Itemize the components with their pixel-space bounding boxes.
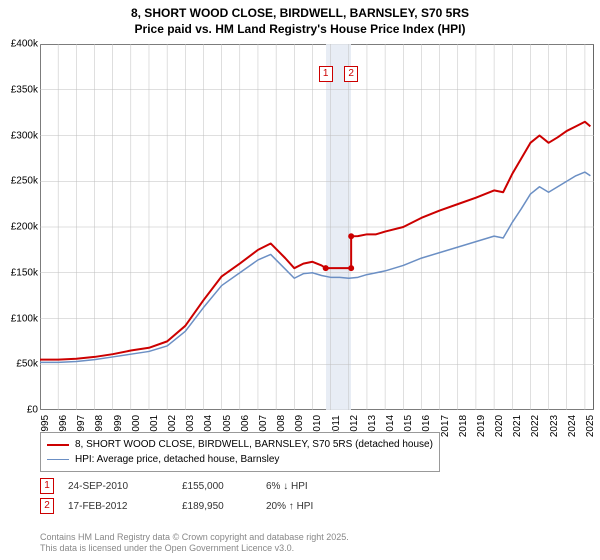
x-tick-label: 2025 — [585, 415, 596, 437]
x-tick-label: 2017 — [440, 415, 451, 437]
x-tick-label: 2018 — [458, 415, 469, 437]
title-line-1: 8, SHORT WOOD CLOSE, BIRDWELL, BARNSLEY,… — [0, 6, 600, 22]
sale-marker-callout: 2 — [344, 66, 358, 82]
x-tick-label: 2020 — [494, 415, 505, 437]
y-tick-label: £200k — [11, 222, 38, 233]
sales-row: 1 24-SEP-2010 £155,000 6% ↓ HPI — [40, 476, 346, 496]
y-tick-label: £50k — [16, 359, 38, 370]
y-tick-label: £250k — [11, 176, 38, 187]
sales-marker: 2 — [40, 498, 54, 514]
chart-container: 8, SHORT WOOD CLOSE, BIRDWELL, BARNSLEY,… — [0, 0, 600, 560]
x-tick-label: 2023 — [549, 415, 560, 437]
y-tick-label: £300k — [11, 130, 38, 141]
sales-row: 2 17-FEB-2012 £189,950 20% ↑ HPI — [40, 496, 346, 516]
title-line-2: Price paid vs. HM Land Registry's House … — [0, 22, 600, 38]
sales-price: £155,000 — [182, 481, 252, 492]
sale-marker-callout: 1 — [319, 66, 333, 82]
legend-swatch — [47, 444, 69, 446]
y-tick-label: £100k — [11, 313, 38, 324]
chart-title-block: 8, SHORT WOOD CLOSE, BIRDWELL, BARNSLEY,… — [0, 0, 600, 37]
y-tick-label: £0 — [27, 405, 38, 416]
chart-svg — [40, 44, 594, 410]
sales-date: 17-FEB-2012 — [68, 501, 168, 512]
sales-date: 24-SEP-2010 — [68, 481, 168, 492]
legend-label: 8, SHORT WOOD CLOSE, BIRDWELL, BARNSLEY,… — [75, 437, 433, 452]
x-tick-label: 2024 — [567, 415, 578, 437]
sales-marker: 1 — [40, 478, 54, 494]
y-tick-label: £350k — [11, 84, 38, 95]
x-tick-label: 2022 — [530, 415, 541, 437]
sales-price: £189,950 — [182, 501, 252, 512]
x-tick-label: 2019 — [476, 415, 487, 437]
legend-item: 8, SHORT WOOD CLOSE, BIRDWELL, BARNSLEY,… — [47, 437, 433, 452]
legend-label: HPI: Average price, detached house, Barn… — [75, 452, 279, 467]
sales-diff: 20% ↑ HPI — [266, 501, 346, 512]
legend: 8, SHORT WOOD CLOSE, BIRDWELL, BARNSLEY,… — [40, 432, 440, 472]
y-tick-label: £400k — [11, 39, 38, 50]
sales-table: 1 24-SEP-2010 £155,000 6% ↓ HPI 2 17-FEB… — [40, 476, 346, 516]
chart-plot-area: £0£50k£100k£150k£200k£250k£300k£350k£400… — [40, 44, 594, 410]
footer-line-1: Contains HM Land Registry data © Crown c… — [40, 532, 349, 543]
sales-diff: 6% ↓ HPI — [266, 481, 346, 492]
y-tick-label: £150k — [11, 267, 38, 278]
footer-line-2: This data is licensed under the Open Gov… — [40, 543, 349, 554]
legend-swatch — [47, 459, 69, 460]
footer-attribution: Contains HM Land Registry data © Crown c… — [40, 532, 349, 555]
legend-item: HPI: Average price, detached house, Barn… — [47, 452, 433, 467]
x-tick-label: 2021 — [512, 415, 523, 437]
